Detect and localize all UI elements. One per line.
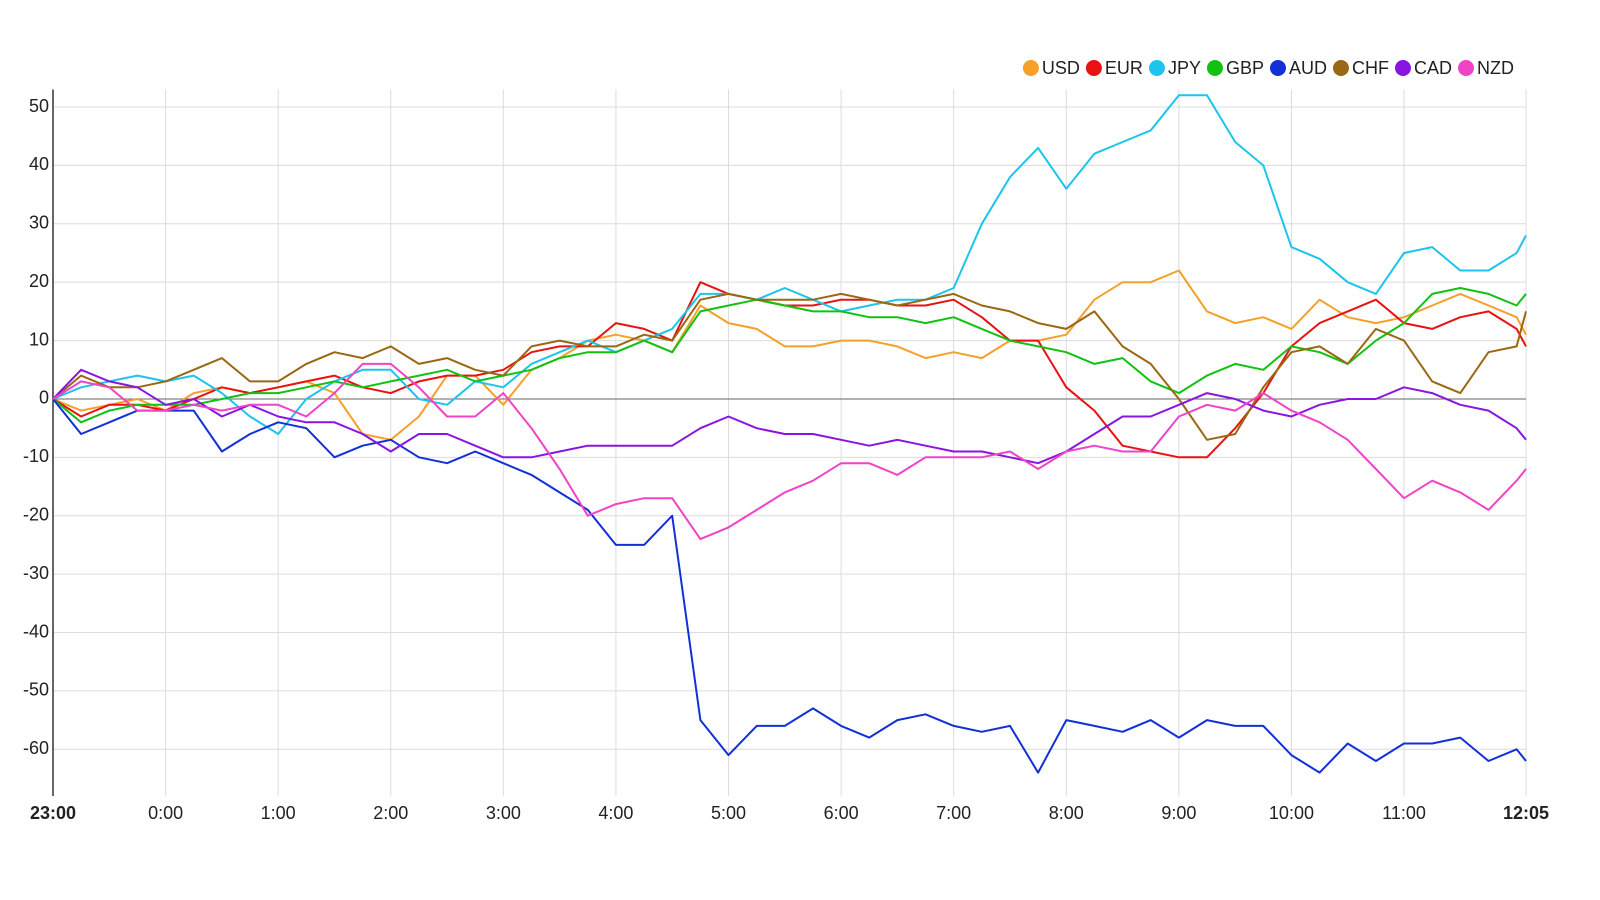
- legend-swatch: [1206, 60, 1223, 76]
- x-tick-label: 7:00: [936, 803, 971, 823]
- series-line: [52, 362, 1527, 541]
- legend-label: CHF: [1352, 58, 1389, 78]
- legend-label: USD: [1042, 58, 1080, 78]
- legend-label: AUD: [1289, 58, 1327, 78]
- x-tick-label: 23:00: [30, 803, 76, 823]
- y-tick-label: -60: [23, 738, 49, 758]
- series-line: [52, 281, 1527, 459]
- x-tick-label: 8:00: [1049, 803, 1084, 823]
- legend-swatch: [1148, 60, 1165, 76]
- x-tick-label: 4:00: [598, 803, 633, 823]
- x-tick-label: 5:00: [711, 803, 746, 823]
- legend-item: JPY: [1148, 58, 1201, 78]
- x-tick-label: 0:00: [148, 803, 183, 823]
- x-tick-label: 6:00: [824, 803, 859, 823]
- legend-item: CHF: [1332, 58, 1389, 78]
- legend-item: EUR: [1085, 58, 1143, 78]
- legend-item: CAD: [1394, 58, 1452, 78]
- x-tick-label: 10:00: [1269, 803, 1314, 823]
- legend: USD EUR JPY GBP AUD CHF CAD NZD: [1022, 58, 1514, 78]
- legend-swatch: [1332, 60, 1349, 76]
- y-tick-label: 30: [29, 213, 49, 233]
- y-tick-label: 10: [29, 329, 49, 349]
- y-tick-label: -10: [23, 446, 49, 466]
- legend-swatch: [1022, 60, 1039, 76]
- x-tick-label: 9:00: [1161, 803, 1196, 823]
- y-tick-label: -50: [23, 680, 49, 700]
- series-line: [52, 292, 1527, 441]
- legend-label: NZD: [1477, 58, 1514, 78]
- series-line: [52, 94, 1527, 435]
- legend-item: GBP: [1206, 58, 1264, 78]
- series-line: [52, 287, 1527, 424]
- legend-swatch: [1458, 60, 1474, 76]
- y-tick-label: 0: [39, 388, 49, 408]
- grid: [52, 89, 1527, 796]
- legend-swatch: [1394, 60, 1411, 76]
- x-tick-label: 12:05: [1503, 803, 1549, 823]
- legend-item: AUD: [1269, 58, 1327, 78]
- y-tick-label: 40: [29, 154, 49, 174]
- series-line: [52, 398, 1527, 774]
- y-tick-label: -20: [23, 504, 49, 524]
- legend-item: NZD: [1458, 58, 1514, 78]
- legend-label: GBP: [1226, 58, 1264, 78]
- legend-swatch: [1269, 60, 1286, 76]
- legend-label: CAD: [1414, 58, 1452, 78]
- x-tick-label: 3:00: [486, 803, 521, 823]
- x-tick-label: 1:00: [261, 803, 296, 823]
- series-line: [52, 368, 1527, 465]
- x-tick-label: 11:00: [1382, 803, 1426, 823]
- y-tick-label: -40: [23, 621, 49, 641]
- y-tick-label: 50: [29, 96, 49, 116]
- legend-label: EUR: [1105, 58, 1143, 78]
- legend-label: JPY: [1168, 58, 1201, 78]
- y-tick-label: 20: [29, 271, 49, 291]
- y-tick-label: -30: [23, 563, 49, 583]
- legend-item: USD: [1022, 58, 1080, 78]
- legend-swatch: [1085, 60, 1102, 76]
- x-tick-label: 2:00: [373, 803, 408, 823]
